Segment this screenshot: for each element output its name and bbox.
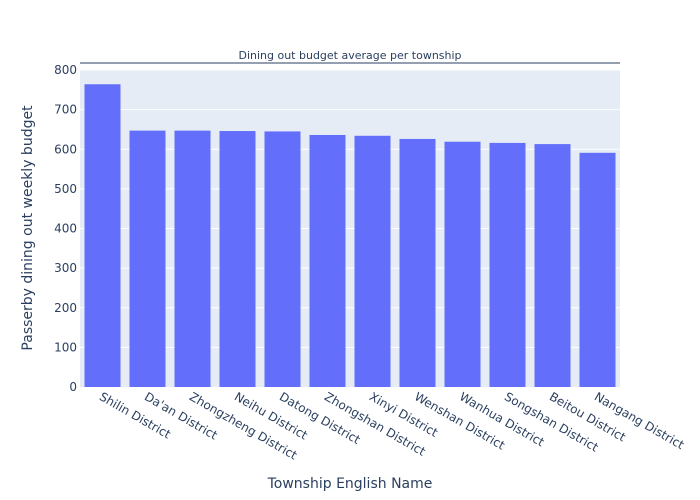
bar <box>264 131 301 387</box>
y-tick-label: 300 <box>54 261 77 275</box>
bar <box>309 134 346 387</box>
bar <box>579 152 616 387</box>
y-tick-label: 800 <box>54 63 77 77</box>
bar <box>534 144 571 387</box>
y-tick-label: 100 <box>54 340 77 354</box>
y-tick-label: 600 <box>54 142 77 156</box>
bar <box>489 142 526 387</box>
gridlines <box>80 69 620 348</box>
bar <box>444 141 481 387</box>
y-tick-label: 700 <box>54 103 77 117</box>
bar <box>399 138 436 387</box>
x-axis-title: Township English Name <box>267 476 433 492</box>
bar <box>354 135 391 387</box>
y-tick-label: 0 <box>69 380 77 394</box>
y-tick-labels: 0 100 200 300 400 500 600 700 800 <box>54 63 77 394</box>
bar <box>84 84 121 387</box>
y-tick-label: 400 <box>54 222 77 236</box>
bar <box>174 130 211 387</box>
y-axis-title: Passerby dining out weekly budget <box>20 105 36 351</box>
y-tick-label: 500 <box>54 182 77 196</box>
chart-title: Dining out budget average per township <box>238 49 461 62</box>
bar <box>219 131 256 387</box>
bars <box>84 84 616 387</box>
y-tick-label: 200 <box>54 301 77 315</box>
bar <box>129 130 166 387</box>
